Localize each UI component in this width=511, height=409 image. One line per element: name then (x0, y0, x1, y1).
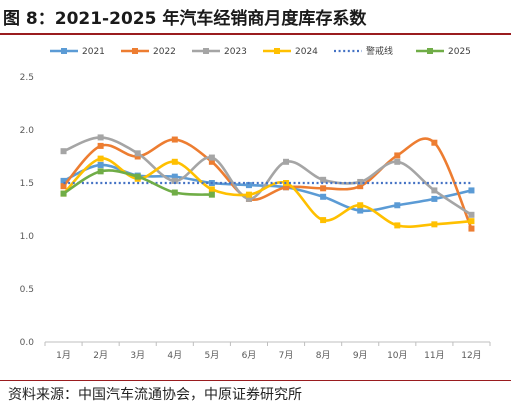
data-point (394, 152, 401, 159)
chart-series (60, 134, 475, 232)
series-line (62, 157, 473, 228)
x-tick-label: 3月 (130, 350, 145, 361)
legend-label: 2022 (153, 47, 176, 57)
data-point (394, 158, 401, 165)
data-point (320, 185, 327, 192)
legend-label: 2021 (82, 47, 105, 57)
data-point (171, 177, 178, 184)
x-tick-label: 10月 (387, 350, 407, 361)
data-point (245, 182, 252, 189)
series-5 (60, 168, 215, 198)
data-point (208, 191, 215, 198)
figure-title: 图 8：2021-2025 年汽车经销商月度库存系数 (3, 9, 367, 29)
data-point (97, 134, 104, 141)
x-tick-label: 2月 (93, 350, 108, 361)
legend-marker (61, 48, 67, 54)
data-point (468, 218, 475, 225)
data-point (134, 150, 141, 157)
data-point (468, 225, 475, 232)
data-point (60, 183, 67, 190)
y-tick-label: 0.5 (20, 285, 34, 295)
series-3 (60, 155, 475, 229)
y-tick-label: 2.5 (20, 73, 34, 83)
inventory-coefficient-chart: 2021 2022 2023 2024 警戒线 2025 0.0 0.5 1.0 1.5 2.0 2… (20, 45, 491, 361)
legend-marker (203, 48, 209, 54)
data-point (208, 154, 215, 161)
data-point (357, 202, 364, 209)
data-point (357, 207, 364, 214)
legend-item: 2022 (121, 47, 176, 57)
legend-item: 2021 (50, 47, 105, 57)
legend-item: 2023 (192, 47, 247, 57)
data-point (208, 186, 215, 193)
legend-item: 2025 (416, 47, 471, 57)
data-point (208, 158, 215, 165)
data-point (134, 153, 141, 160)
legend-label: 2025 (448, 47, 471, 57)
data-point (283, 184, 290, 191)
data-point (97, 161, 104, 168)
x-tick-label: 11月 (424, 350, 444, 361)
data-point (394, 202, 401, 209)
figure-source: 资料来源：中国汽车流通协会，中原证券研究所 (8, 387, 302, 403)
source-divider (0, 380, 511, 381)
x-tick-label: 7月 (279, 350, 294, 361)
legend-item: 2024 (263, 47, 318, 57)
data-point (283, 158, 290, 165)
y-tick-label: 2.0 (20, 126, 35, 136)
x-tick-label: 1月 (56, 350, 71, 361)
data-point (357, 183, 364, 190)
x-tick-label: 6月 (242, 350, 257, 361)
legend-marker (274, 48, 280, 54)
data-point (245, 191, 252, 198)
data-point (60, 190, 67, 197)
x-tick-label: 4月 (167, 350, 182, 361)
chart-legend: 2021 2022 2023 2024 警戒线 2025 (50, 45, 471, 57)
x-tick-label: 8月 (316, 350, 331, 361)
legend-marker (427, 48, 433, 54)
data-point (320, 217, 327, 224)
data-point (431, 221, 438, 228)
data-point (431, 195, 438, 202)
series-1 (60, 136, 475, 232)
data-point (431, 187, 438, 194)
data-point (60, 148, 67, 155)
legend-marker (132, 48, 138, 54)
data-point (357, 178, 364, 185)
data-point (97, 155, 104, 162)
y-tick-label: 1.0 (20, 232, 35, 242)
data-point (245, 195, 252, 202)
y-tick-label: 1.5 (20, 179, 34, 189)
data-point (171, 173, 178, 180)
x-tick-label: 5月 (205, 350, 220, 361)
x-tick-label: 12月 (461, 350, 481, 361)
data-point (320, 193, 327, 200)
data-point (320, 176, 327, 183)
data-point (431, 139, 438, 146)
legend-label: 2023 (224, 47, 247, 57)
data-point (394, 222, 401, 229)
legend-label: 2024 (295, 47, 318, 57)
legend-label: 警戒线 (366, 45, 393, 57)
y-tick-label: 0.0 (20, 338, 35, 348)
data-point (97, 142, 104, 149)
chart-axes: 0.0 0.5 1.0 1.5 2.0 2.5 1月 2月 3月 4月 5月 6月 7月 8月 9月 10月 1… (20, 73, 491, 361)
data-point (468, 211, 475, 218)
data-point (468, 187, 475, 194)
data-point (134, 173, 141, 180)
x-tick-label: 9月 (353, 350, 368, 361)
series-2 (60, 134, 475, 218)
title-divider (0, 33, 511, 35)
data-point (60, 177, 67, 184)
data-point (171, 158, 178, 165)
data-point (97, 168, 104, 175)
legend-item: 警戒线 (334, 45, 393, 57)
data-point (171, 136, 178, 143)
data-point (171, 189, 178, 196)
